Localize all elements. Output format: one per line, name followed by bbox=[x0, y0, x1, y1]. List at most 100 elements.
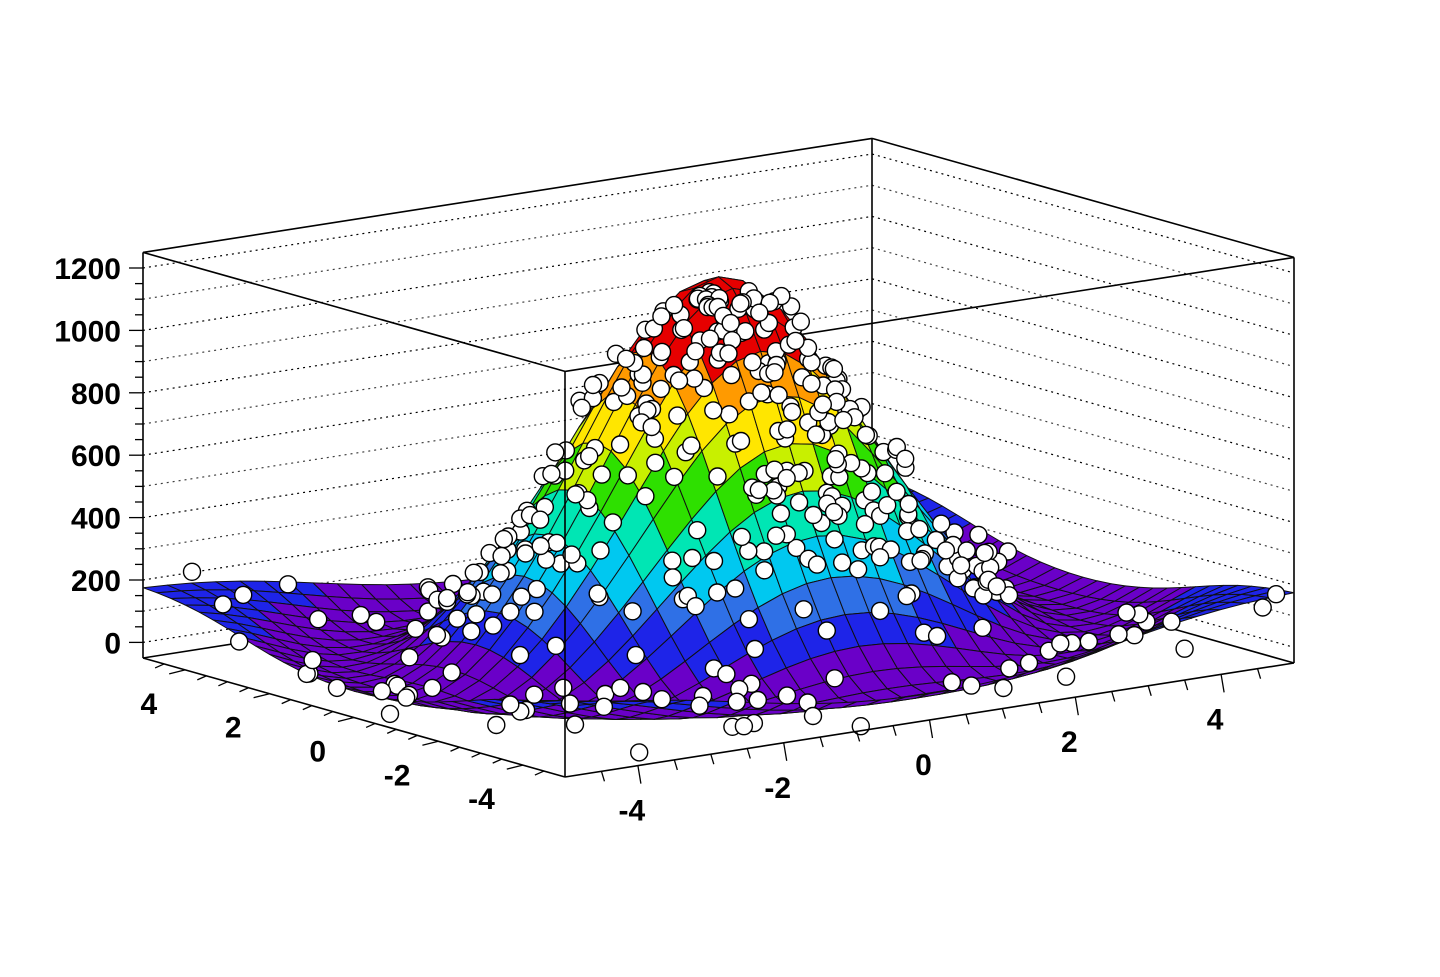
y-tick--0.5 bbox=[365, 722, 376, 729]
data-point-130 bbox=[720, 405, 739, 424]
data-point-390 bbox=[942, 673, 962, 692]
data-point-96 bbox=[708, 467, 727, 486]
data-point-76 bbox=[618, 466, 637, 485]
data-point-165 bbox=[580, 447, 599, 466]
data-point-273 bbox=[487, 715, 506, 735]
data-point-299 bbox=[663, 568, 682, 587]
data-point-379 bbox=[734, 717, 754, 736]
y-tick-label-1: -2 bbox=[384, 759, 411, 792]
data-point-80 bbox=[732, 527, 751, 547]
x-tick-1 bbox=[1001, 708, 1007, 719]
x-tick-label-2: 0 bbox=[915, 749, 932, 782]
x-tick--1 bbox=[855, 731, 861, 742]
x-tick-0.5 bbox=[965, 714, 970, 725]
data-point-101 bbox=[668, 406, 687, 425]
data-point-182 bbox=[634, 338, 654, 358]
data-point-12 bbox=[229, 632, 249, 651]
data-point-357 bbox=[987, 577, 1006, 596]
data-point-361 bbox=[870, 601, 890, 621]
z-tick-label-2: 400 bbox=[71, 503, 121, 536]
data-point-116 bbox=[771, 504, 791, 523]
data-point-395 bbox=[1162, 612, 1181, 631]
data-point-349 bbox=[739, 610, 759, 629]
data-point-95 bbox=[492, 546, 511, 566]
data-point-261 bbox=[722, 365, 741, 385]
data-point-388 bbox=[1117, 603, 1136, 622]
data-point-393 bbox=[1056, 667, 1076, 686]
y-tick-label-4: 4 bbox=[141, 688, 158, 721]
y-tick-0 bbox=[337, 716, 355, 723]
data-points bbox=[182, 282, 1286, 762]
x-tick--3.5 bbox=[673, 759, 678, 771]
y-tick--3.5 bbox=[492, 758, 502, 764]
data-point-350 bbox=[560, 694, 580, 713]
z-tick-label-6: 1200 bbox=[54, 253, 121, 286]
data-point-188 bbox=[527, 579, 546, 599]
y-tick-2 bbox=[253, 693, 270, 699]
data-point-292 bbox=[856, 425, 876, 445]
data-point-7 bbox=[448, 609, 467, 628]
x-tick-4.5 bbox=[1256, 668, 1262, 679]
data-point-370 bbox=[927, 626, 947, 646]
data-point-5 bbox=[367, 612, 386, 632]
data-point-264 bbox=[719, 344, 738, 363]
data-point-43 bbox=[755, 561, 774, 580]
data-point-353 bbox=[870, 548, 890, 567]
data-point-329 bbox=[975, 543, 994, 563]
data-point-362 bbox=[817, 621, 836, 640]
y-tick--4.5 bbox=[534, 770, 545, 776]
data-point-171 bbox=[652, 307, 671, 326]
data-point-307 bbox=[875, 464, 895, 483]
y-tick-1.5 bbox=[281, 699, 291, 705]
data-point-19 bbox=[483, 616, 503, 635]
data-point-158 bbox=[501, 602, 520, 621]
data-point-226 bbox=[525, 685, 544, 704]
data-point-355 bbox=[745, 639, 765, 659]
data-point-92 bbox=[491, 564, 510, 583]
x-tick-2 bbox=[1074, 697, 1079, 716]
data-point-309 bbox=[813, 395, 832, 414]
z-tick-label-4: 800 bbox=[71, 378, 121, 411]
data-point-225 bbox=[731, 294, 750, 313]
x-tick-label-1: -2 bbox=[764, 772, 791, 805]
data-point-377 bbox=[727, 692, 746, 711]
data-point-334 bbox=[594, 697, 614, 716]
data-point-64 bbox=[708, 583, 727, 602]
y-tick--1.5 bbox=[408, 734, 418, 740]
data-point-8 bbox=[309, 610, 328, 629]
data-point-144 bbox=[372, 682, 392, 701]
data-point-2 bbox=[213, 595, 233, 614]
data-point-372 bbox=[690, 696, 709, 715]
data-point-193 bbox=[855, 515, 875, 534]
data-point-313 bbox=[778, 420, 797, 439]
data-point-316 bbox=[806, 425, 826, 444]
data-point-65 bbox=[437, 588, 457, 608]
z-tick-label-3: 600 bbox=[71, 440, 121, 473]
x-tick-1.5 bbox=[1038, 702, 1043, 714]
axes: 0 200 400 600 800 1000 1200 -4 -2 0 2 4 -4 -2 0 2 4 bbox=[54, 253, 1262, 828]
data-point-39 bbox=[516, 544, 535, 563]
data-point-109 bbox=[766, 526, 786, 545]
data-point-284 bbox=[899, 494, 918, 514]
data-point-323 bbox=[777, 468, 796, 488]
data-point-330 bbox=[789, 493, 809, 512]
data-point-135 bbox=[704, 401, 723, 420]
data-point-333 bbox=[862, 482, 882, 501]
data-point-344 bbox=[932, 514, 951, 533]
data-point-3 bbox=[233, 585, 253, 605]
data-point-239 bbox=[669, 371, 689, 390]
data-point-58 bbox=[327, 678, 347, 698]
data-point-232 bbox=[546, 636, 566, 655]
data-point-398 bbox=[1253, 598, 1272, 617]
y-tick--2 bbox=[422, 740, 439, 746]
data-point-26 bbox=[754, 542, 774, 561]
data-point-86 bbox=[494, 529, 513, 549]
data-point-233 bbox=[685, 369, 704, 388]
data-point-358 bbox=[1079, 632, 1099, 651]
x-tick-label-0: -4 bbox=[619, 795, 646, 828]
data-point-97 bbox=[833, 553, 852, 572]
y-tick--4 bbox=[506, 764, 523, 770]
data-point-337 bbox=[910, 519, 929, 539]
data-point-386 bbox=[803, 706, 823, 726]
